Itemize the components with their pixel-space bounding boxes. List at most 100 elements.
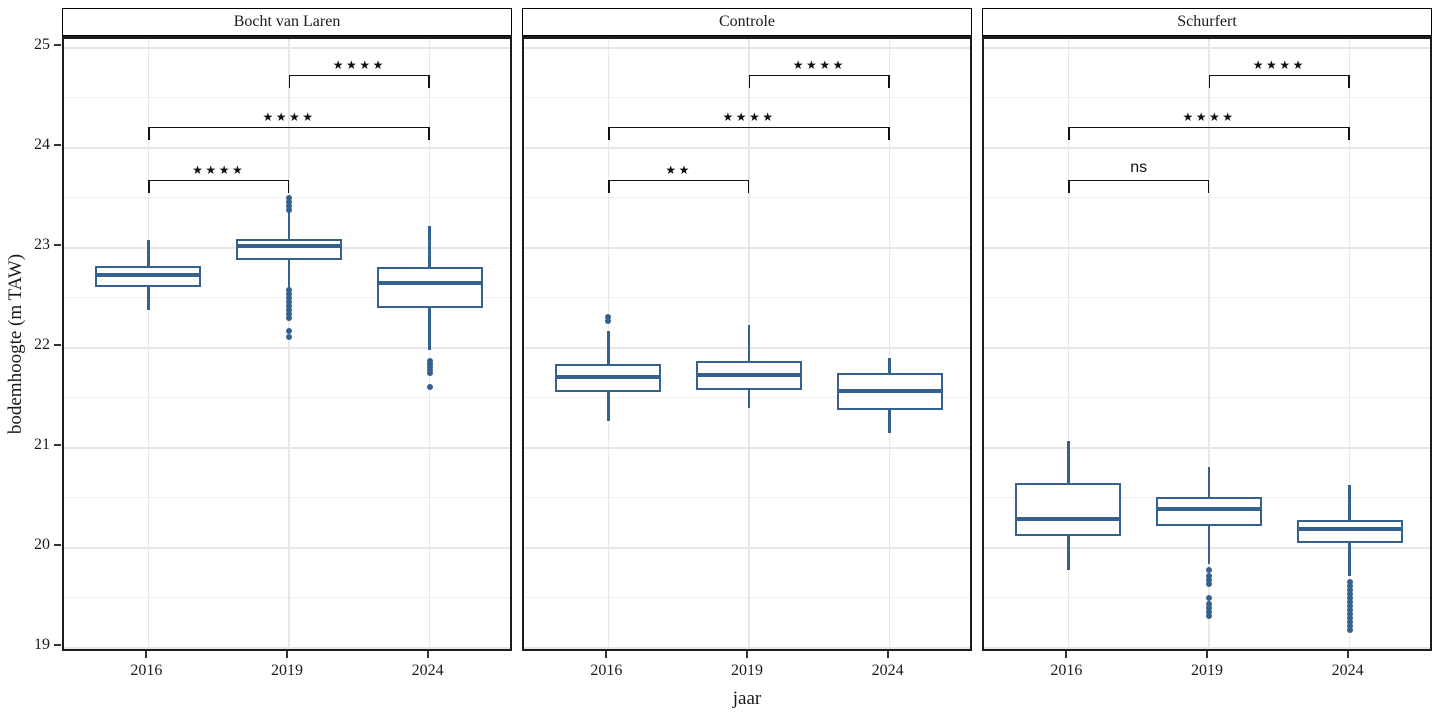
gridline-horizontal <box>64 397 510 399</box>
outlier-point <box>605 318 612 324</box>
gridline-horizontal <box>64 147 510 149</box>
outlier-point <box>605 314 612 320</box>
gridline-vertical <box>147 39 150 649</box>
outlier-point <box>1346 607 1353 613</box>
facet-title: Controle <box>719 13 775 30</box>
bracket-tick-left <box>148 127 150 140</box>
whisker-upper <box>888 358 891 373</box>
gridline-horizontal <box>524 47 970 49</box>
x-tick-label: 2016 <box>590 662 623 679</box>
bracket-tick-left <box>608 127 610 140</box>
panel: ns ★★★★ ★★★★ <box>982 36 1432 651</box>
outlier-point <box>1206 567 1212 573</box>
x-axis-tick <box>1065 651 1068 658</box>
bracket-line <box>148 180 289 182</box>
whisker-upper <box>1067 441 1070 483</box>
y-tick-label: 23 <box>34 236 50 253</box>
gridline-horizontal <box>64 447 510 449</box>
x-tick-label: 2024 <box>871 662 904 679</box>
gridline-horizontal <box>524 397 970 399</box>
bracket-tick-right <box>747 180 749 193</box>
y-tick-label: 19 <box>34 636 50 653</box>
y-axis-tick <box>54 444 61 446</box>
bracket-line <box>289 75 430 77</box>
gridline-horizontal <box>984 347 1430 349</box>
whisker-upper <box>287 212 291 239</box>
gridline-vertical <box>1067 39 1070 649</box>
significance-label: ★★★★ <box>1252 58 1306 72</box>
whisker-upper <box>147 240 150 266</box>
bracket-tick-left <box>608 180 610 193</box>
bracket-tick-left <box>749 75 751 88</box>
x-tick-label: 2024 <box>411 662 444 679</box>
gridline-horizontal <box>524 497 970 499</box>
bracket-tick-right <box>888 75 890 88</box>
whisker-upper <box>428 226 431 267</box>
x-axis-tick <box>1346 651 1349 658</box>
outlier-point <box>286 334 292 340</box>
outlier-point <box>426 384 433 390</box>
outlier-point <box>286 199 292 205</box>
outlier-point <box>286 315 292 321</box>
outlier-point <box>1346 623 1353 629</box>
whisker-upper <box>1348 485 1351 520</box>
median-line <box>1015 516 1122 522</box>
whisker-lower <box>428 308 431 350</box>
facet-title: Bocht van Laren <box>233 13 341 30</box>
x-tick-label: 2019 <box>271 662 303 679</box>
bracket-tick-right <box>1207 180 1209 193</box>
gridline-vertical <box>888 39 891 649</box>
outlier-point <box>286 299 292 305</box>
significance-label: ★★★★ <box>792 58 846 72</box>
outlier-point <box>1206 573 1212 579</box>
gridline-horizontal <box>984 147 1430 149</box>
outlier-point <box>286 195 292 201</box>
box <box>376 267 483 308</box>
gridline-horizontal <box>524 547 970 549</box>
x-axis-tick <box>426 651 429 658</box>
outlier-point <box>286 207 292 213</box>
gridline-horizontal <box>64 347 510 349</box>
gridline-horizontal <box>524 647 970 649</box>
bracket-line <box>1068 180 1209 182</box>
bracket-tick-right <box>428 75 430 88</box>
outlier-point <box>1346 591 1353 597</box>
significance-label: ★★★★ <box>722 110 776 124</box>
median-line <box>1156 506 1262 512</box>
gridline-horizontal <box>984 647 1430 649</box>
x-axis-tick <box>1206 651 1208 658</box>
significance-label: ns <box>1130 159 1148 176</box>
facet-title: Schurfert <box>1177 13 1237 30</box>
gridline-horizontal <box>64 47 510 49</box>
outlier-point <box>1346 627 1353 633</box>
y-tick-label: 22 <box>34 336 50 353</box>
gridline-horizontal <box>524 197 970 199</box>
facet-strip: Controle <box>522 8 972 36</box>
x-axis-tick <box>145 651 148 658</box>
outlier-point <box>1206 601 1212 607</box>
whisker-lower <box>147 287 150 310</box>
bracket-tick-left <box>289 75 291 88</box>
gridline-horizontal <box>64 97 510 99</box>
bracket-line <box>1209 75 1350 77</box>
whisker-upper <box>607 331 610 364</box>
gridline-horizontal <box>64 547 510 549</box>
significance-label: ★★★★ <box>262 110 316 124</box>
y-tick-label: 24 <box>34 136 50 153</box>
x-tick-label: 2016 <box>1050 662 1083 679</box>
whisker-upper <box>1207 467 1211 497</box>
outlier-point <box>286 328 292 334</box>
median-line <box>376 280 483 286</box>
median-line <box>696 372 802 378</box>
y-axis-tick <box>54 344 61 346</box>
significance-label: ★★★★ <box>192 163 246 177</box>
outlier-point <box>1346 615 1353 621</box>
outlier-point <box>286 287 292 293</box>
outlier-point <box>1346 583 1353 589</box>
outlier-point <box>1206 605 1212 611</box>
gridline-horizontal <box>984 447 1430 449</box>
gridline-horizontal <box>524 597 970 599</box>
outlier-point <box>286 291 292 297</box>
outlier-point <box>286 303 292 309</box>
bracket-tick-left <box>1068 180 1070 193</box>
